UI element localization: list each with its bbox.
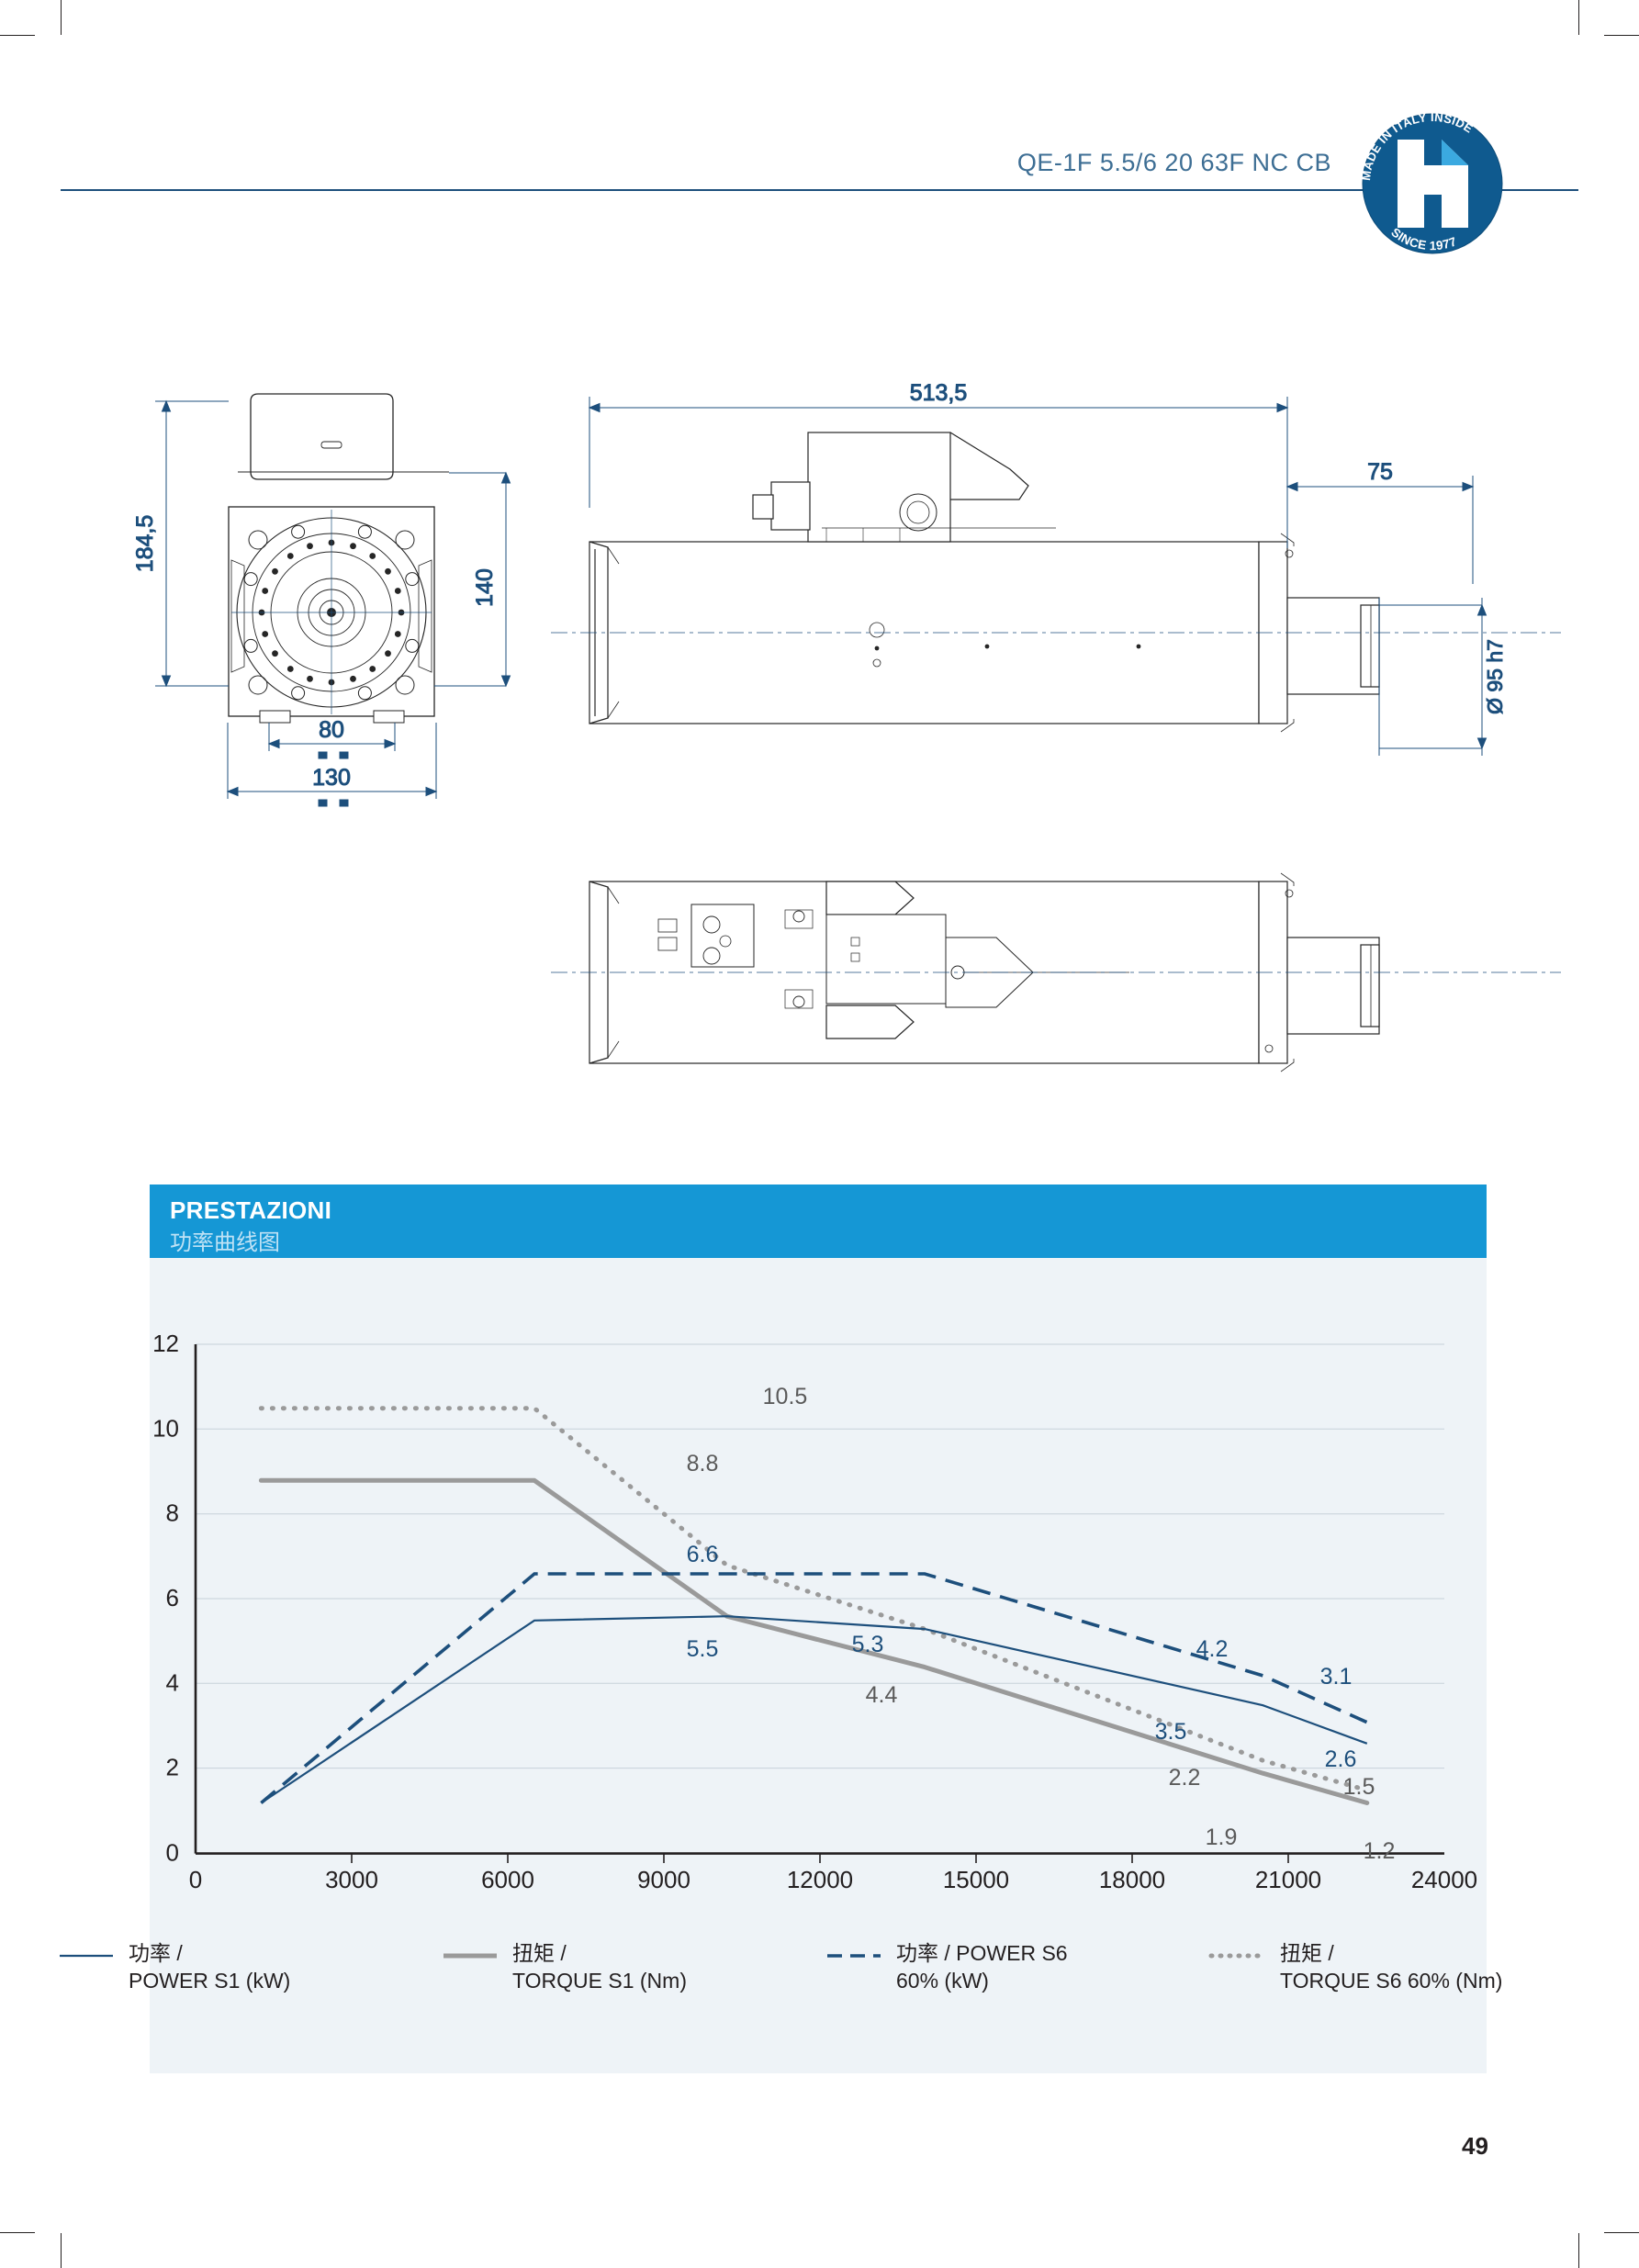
svg-text:1.5: 1.5 <box>1343 1774 1375 1800</box>
svg-text:功率 / POWER S6: 功率 / POWER S6 <box>896 1941 1068 1965</box>
svg-text:8: 8 <box>166 1499 179 1527</box>
svg-text:Ø 95 h7: Ø 95 h7 <box>1483 639 1507 714</box>
svg-text:6.6: 6.6 <box>687 1542 719 1567</box>
svg-text:10.5: 10.5 <box>763 1384 808 1409</box>
svg-text:3000: 3000 <box>325 1866 378 1893</box>
svg-text:184,5: 184,5 <box>132 515 158 573</box>
svg-text:80: 80 <box>319 717 344 743</box>
svg-text:2: 2 <box>166 1754 179 1781</box>
svg-text:75: 75 <box>1367 459 1393 485</box>
svg-text:1.9: 1.9 <box>1206 1825 1238 1850</box>
svg-text:18000: 18000 <box>1099 1866 1165 1893</box>
svg-text:2.2: 2.2 <box>1169 1765 1201 1791</box>
svg-text:4: 4 <box>166 1668 179 1696</box>
svg-text:10: 10 <box>152 1414 179 1442</box>
svg-text:60% (kW): 60% (kW) <box>896 1969 989 1993</box>
svg-text:12: 12 <box>152 1330 179 1357</box>
svg-text:8.8: 8.8 <box>687 1451 719 1476</box>
svg-text:21000: 21000 <box>1255 1866 1321 1893</box>
svg-text:扭矩 /: 扭矩 / <box>512 1941 567 1965</box>
svg-text:5.3: 5.3 <box>852 1632 884 1657</box>
svg-text:0: 0 <box>166 1839 179 1867</box>
svg-text:1.2: 1.2 <box>1364 1838 1396 1864</box>
svg-text:3.5: 3.5 <box>1155 1719 1187 1745</box>
svg-text:5.5: 5.5 <box>687 1636 719 1662</box>
svg-text:2.6: 2.6 <box>1325 1746 1357 1772</box>
svg-text:扭矩 /: 扭矩 / <box>1280 1941 1334 1965</box>
svg-text:0: 0 <box>189 1866 202 1893</box>
svg-text:513,5: 513,5 <box>910 380 968 406</box>
svg-text:15000: 15000 <box>943 1866 1009 1893</box>
svg-text:功率 /: 功率 / <box>129 1941 183 1965</box>
svg-text:12000: 12000 <box>787 1866 853 1893</box>
svg-text:TORQUE S1 (Nm): TORQUE S1 (Nm) <box>512 1969 687 1993</box>
svg-text:130: 130 <box>312 765 351 791</box>
svg-text:TORQUE S6 60% (Nm): TORQUE S6 60% (Nm) <box>1280 1969 1502 1993</box>
svg-text:3.1: 3.1 <box>1320 1664 1353 1690</box>
svg-text:4.2: 4.2 <box>1196 1636 1229 1662</box>
svg-text:9000: 9000 <box>637 1866 690 1893</box>
svg-text:6000: 6000 <box>481 1866 534 1893</box>
svg-text:6: 6 <box>166 1584 179 1611</box>
svg-text:4.4: 4.4 <box>866 1682 898 1708</box>
svg-text:140: 140 <box>472 568 498 607</box>
svg-text:24000: 24000 <box>1411 1866 1477 1893</box>
svg-text:POWER S1 (kW): POWER S1 (kW) <box>129 1969 290 1993</box>
